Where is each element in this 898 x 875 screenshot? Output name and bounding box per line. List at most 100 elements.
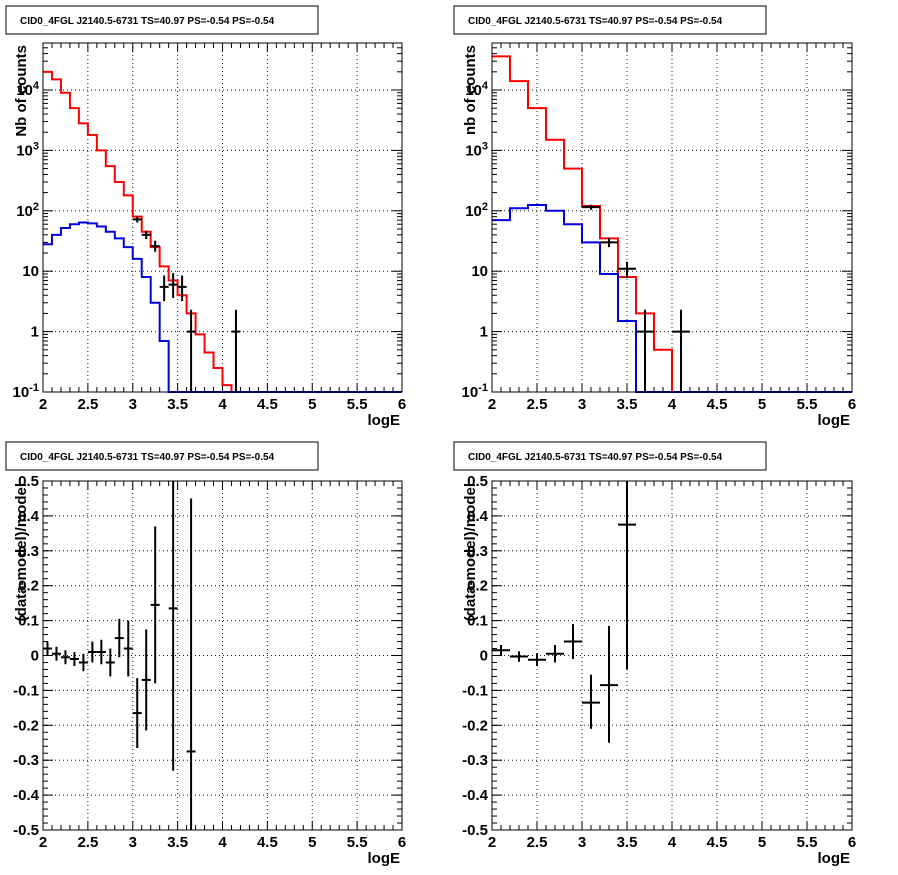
y-axis-label: Nb of counts [13, 45, 30, 137]
x-axis-label: logE [818, 850, 851, 867]
y-tick-base: 10 [13, 384, 30, 401]
x-tick-label: 5.5 [797, 396, 818, 413]
data-points [43, 481, 196, 830]
x-tick-label: 6 [848, 834, 856, 851]
data-point [60, 650, 70, 665]
y-tick-label: 10 [22, 263, 39, 280]
y-tick-label: -0.4 [13, 787, 40, 804]
x-tick-label: 2.5 [77, 396, 98, 413]
y-tick-label: 0.5 [18, 473, 39, 490]
y-tick-label: 102 [16, 201, 39, 220]
y-tick-label: 102 [465, 201, 488, 220]
x-axis-label: logE [368, 412, 401, 429]
title-box [5, 5, 319, 35]
x-tick-label: 2 [488, 396, 496, 413]
y-tick-label: 10 [471, 263, 488, 280]
y-tick-label: 0.4 [18, 508, 40, 525]
x-tick-label: 2.5 [527, 834, 548, 851]
y-tick-exponent: 2 [33, 201, 39, 213]
data-point [69, 652, 79, 666]
y-tick-label: 103 [465, 140, 488, 159]
y-tick-label: 0 [31, 648, 39, 665]
data-point [600, 625, 618, 743]
y-tick-label: 103 [16, 140, 39, 159]
x-tick-label: 3.5 [167, 834, 188, 851]
chart-panel-bottom-right: 2 2.5 3 3.5 4 4.5 5 5.5 6 -0.5 -0.4 -0.3 -0.2 -0.1 0 0.… [453, 441, 856, 867]
data-point [123, 620, 133, 677]
chart-title: CID0_4FGL J2140.5-6731 TS=40.97 PS=-0.54… [20, 16, 275, 27]
data-point [177, 275, 187, 302]
x-tick-label: 2 [39, 834, 47, 851]
data-point [150, 526, 160, 684]
chart-title: CID0_4FGL J2140.5-6731 TS=40.97 PS=-0.54… [468, 16, 723, 27]
grid [492, 481, 852, 830]
x-tick-label: 5 [308, 834, 316, 851]
y-tick-exponent: 3 [33, 140, 39, 152]
data-point [546, 645, 564, 663]
y-tick-label: 0.1 [467, 613, 488, 630]
y-tick-base: 10 [465, 142, 482, 159]
grid [43, 481, 402, 830]
data-point [186, 309, 196, 392]
y-tick-label: 0.3 [18, 543, 39, 560]
chart-title: CID0_4FGL J2140.5-6731 TS=40.97 PS=-0.54… [20, 452, 275, 463]
y-tick-label: -0.4 [462, 787, 489, 804]
y-tick-exponent: -1 [29, 382, 39, 394]
x-tick-label: 6 [848, 396, 856, 413]
y-tick-label: 0.3 [467, 543, 488, 560]
x-tick-label: 4 [218, 834, 227, 851]
y-tick-label: 104 [465, 80, 489, 99]
data-point [132, 216, 142, 223]
y-tick-label: -0.3 [462, 752, 488, 769]
data-points [492, 481, 636, 743]
x-tick-label: 2 [488, 834, 496, 851]
data-point [636, 309, 654, 392]
chart-panel-top-right: 2 2.5 3 3.5 4 4.5 5 5.5 610-1110102103104logEnb … [453, 5, 856, 429]
y-tick-base: 10 [16, 82, 33, 99]
data-point [141, 230, 151, 240]
x-tick-label: 5.5 [347, 396, 368, 413]
y-tick-label: 10-1 [462, 382, 488, 401]
grid [43, 43, 402, 392]
title-box [5, 441, 319, 471]
x-tick-label: 2.5 [527, 396, 548, 413]
chart-panel-top-left: 2 2.5 3 3.5 4 4.5 5 5.5 610-1110102103104logENb … [5, 5, 406, 429]
x-tick-label: 5 [308, 396, 316, 413]
data-point [96, 639, 106, 665]
y-tick-label: 1 [31, 324, 39, 341]
data-point [114, 618, 124, 658]
y-tick-label: 0.1 [18, 613, 39, 630]
data-point [132, 678, 142, 748]
x-tick-label: 4.5 [257, 834, 278, 851]
x-tick-label: 4 [668, 396, 677, 413]
y-tick-exponent: 2 [482, 201, 488, 213]
x-tick-label: 4.5 [707, 396, 728, 413]
x-tick-label: 5 [758, 834, 766, 851]
data-point [78, 653, 88, 672]
plot-frame [42, 42, 403, 393]
x-tick-label: 3 [129, 834, 137, 851]
y-tick-label: -0.5 [13, 822, 39, 839]
data-point [43, 641, 52, 656]
data-point [582, 674, 600, 729]
data-point [150, 240, 160, 252]
data-point [186, 498, 196, 830]
y-tick-base: 10 [465, 203, 482, 220]
chart-panel-bottom-left: 2 2.5 3 3.5 4 4.5 5 5.5 6 -0.5 -0.4 -0.3 -0.2 -0.1 0 0.… [5, 441, 406, 867]
y-tick-label: 1 [480, 324, 488, 341]
y-tick-base: 10 [465, 82, 482, 99]
y-tick-label: 10-1 [13, 382, 39, 401]
x-tick-label: 5.5 [347, 834, 368, 851]
x-tick-label: 2 [39, 396, 47, 413]
axis-ticks [42, 42, 403, 393]
y-axis-label: (data-model)/model [462, 483, 479, 621]
plot-frame [42, 480, 403, 831]
y-tick-label: 0.2 [18, 578, 39, 595]
y-tick-label: 0.4 [467, 508, 489, 525]
y-tick-exponent: 3 [482, 140, 488, 152]
y-tick-label: -0.5 [462, 822, 488, 839]
y-tick-label: -0.2 [462, 717, 488, 734]
x-tick-label: 3 [129, 396, 137, 413]
title-box [453, 5, 767, 35]
x-tick-label: 6 [398, 834, 406, 851]
